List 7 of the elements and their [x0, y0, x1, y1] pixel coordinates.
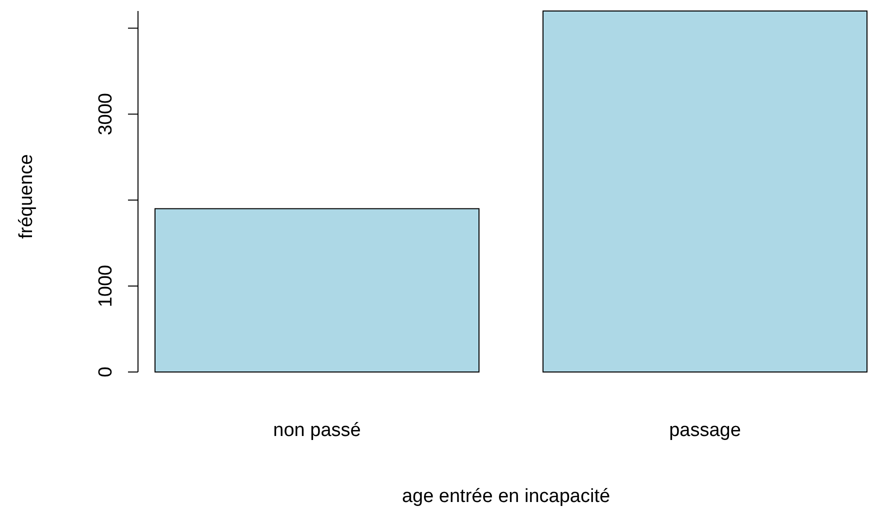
y-tick-label: 3000	[96, 93, 116, 136]
x-tick-label: non passé	[273, 420, 361, 441]
x-axis-title: age entrée en incapacité	[402, 486, 610, 507]
y-tick-label: 0	[96, 366, 116, 378]
y-tick-label: 1000	[96, 264, 116, 308]
x-tick-label: passage	[669, 420, 741, 441]
y-axis-title: fréquence	[16, 154, 37, 239]
